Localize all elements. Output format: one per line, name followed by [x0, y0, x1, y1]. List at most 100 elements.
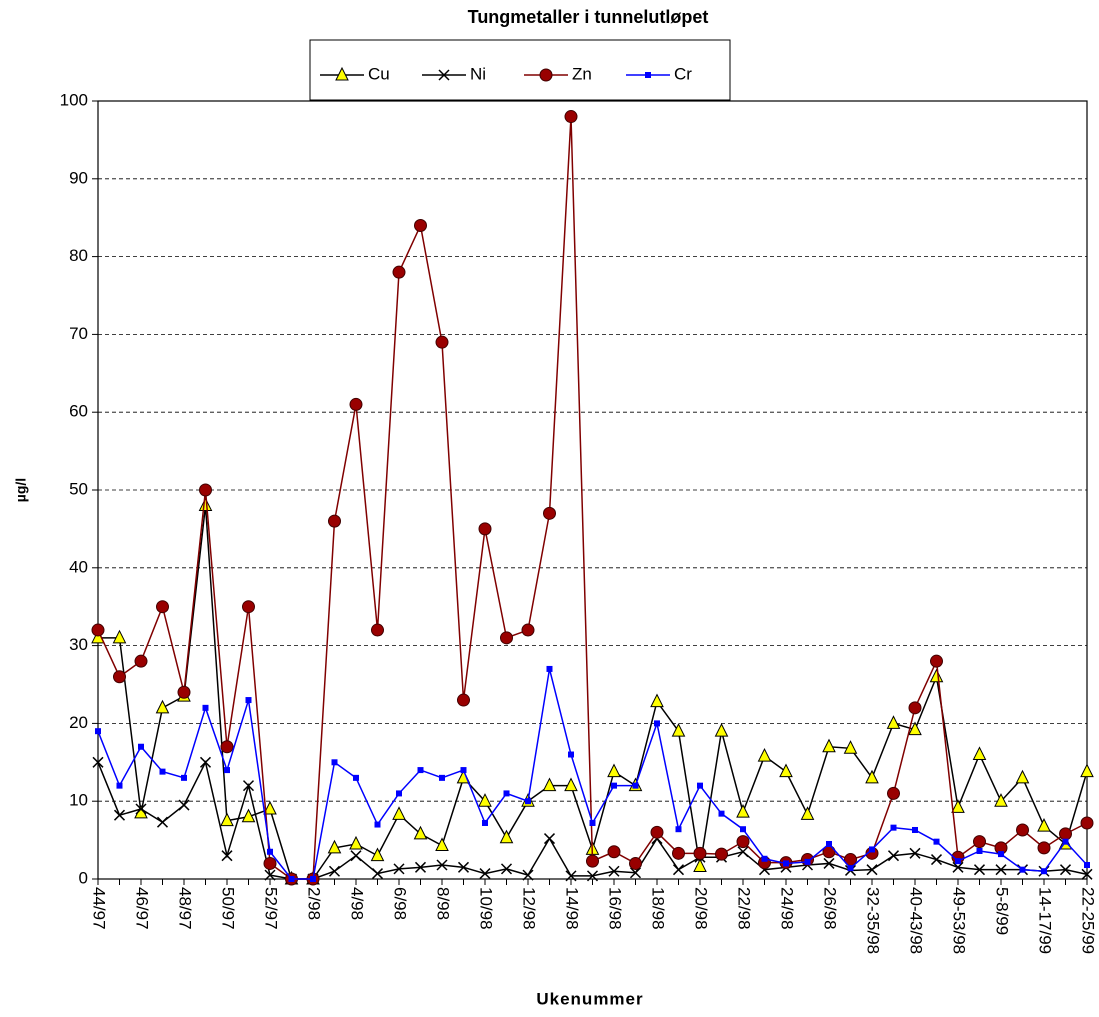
marker	[995, 864, 1007, 876]
y-tick-label: 60	[69, 402, 88, 421]
marker	[865, 769, 879, 784]
marker	[607, 845, 621, 859]
x-tick-label: 8/98	[434, 887, 453, 920]
marker	[435, 335, 449, 349]
marker	[335, 66, 349, 81]
x-tick-label: 20/98	[692, 887, 711, 930]
marker	[908, 721, 922, 736]
marker	[779, 763, 793, 778]
marker	[393, 863, 405, 875]
series	[92, 756, 1093, 885]
marker	[435, 837, 449, 852]
marker	[568, 751, 574, 758]
x-tick-label: 24/98	[778, 887, 797, 930]
marker	[417, 767, 424, 774]
x-tick-label: 48/97	[176, 887, 195, 930]
marker	[693, 846, 707, 860]
marker	[586, 870, 599, 882]
marker	[632, 782, 639, 789]
marker	[155, 699, 170, 714]
x-tick-label: 18/98	[649, 887, 668, 930]
marker	[224, 767, 230, 774]
x-tick-label: 52/97	[262, 887, 281, 930]
marker	[736, 835, 750, 849]
marker	[331, 759, 338, 766]
marker	[650, 693, 664, 708]
marker	[310, 876, 316, 882]
marker	[672, 864, 685, 876]
marker	[479, 868, 491, 880]
x-tick-label: 14/98	[563, 887, 582, 930]
marker	[586, 854, 599, 868]
marker	[1019, 866, 1026, 873]
marker	[783, 860, 789, 867]
marker	[392, 265, 406, 279]
marker	[220, 812, 234, 827]
marker	[890, 824, 897, 831]
marker	[869, 846, 875, 853]
marker	[500, 631, 513, 645]
marker	[113, 670, 126, 684]
chart-title: Tungmetaller i tunnelutløpet	[468, 7, 709, 27]
marker	[933, 838, 940, 845]
marker	[611, 782, 617, 789]
marker	[371, 623, 384, 637]
marker	[675, 826, 682, 833]
marker	[909, 847, 921, 859]
marker	[499, 829, 514, 844]
marker	[438, 69, 450, 81]
x-tick-label: 26/98	[821, 887, 840, 930]
marker	[589, 819, 596, 826]
x-tick-label: 12/98	[520, 887, 539, 930]
legend-label: Cr	[674, 64, 692, 83]
marker	[457, 861, 470, 873]
legend-label: Zn	[572, 64, 592, 83]
marker	[908, 701, 922, 715]
marker	[135, 803, 147, 815]
marker	[1037, 817, 1051, 832]
marker	[672, 846, 685, 860]
y-axis-label: µg/l	[13, 478, 29, 502]
marker	[500, 863, 513, 875]
x-tick-label: 40-43/98	[907, 887, 926, 954]
marker	[1081, 868, 1093, 880]
marker	[199, 756, 212, 768]
marker	[543, 833, 556, 845]
marker	[565, 870, 577, 882]
marker	[972, 746, 987, 761]
marker	[138, 743, 144, 750]
marker	[952, 861, 964, 873]
marker	[199, 483, 212, 497]
marker	[198, 497, 213, 512]
marker	[886, 715, 901, 729]
marker	[608, 865, 620, 877]
x-tick-label: 32-35/98	[864, 887, 883, 954]
marker	[951, 799, 965, 813]
marker	[693, 858, 707, 873]
marker	[761, 855, 768, 862]
marker	[522, 869, 534, 881]
x-tick-label: 22/98	[735, 887, 754, 930]
marker	[697, 782, 703, 789]
y-tick-label: 10	[69, 791, 88, 810]
marker	[503, 790, 510, 797]
marker	[202, 704, 209, 711]
marker	[718, 810, 725, 817]
marker	[436, 859, 448, 871]
marker	[955, 858, 961, 865]
marker	[826, 840, 832, 847]
marker	[413, 825, 428, 840]
marker	[714, 723, 729, 737]
marker	[267, 848, 273, 855]
marker	[1037, 841, 1051, 855]
marker	[392, 806, 406, 820]
marker	[349, 397, 363, 411]
marker	[645, 72, 651, 78]
marker	[654, 720, 660, 727]
marker	[439, 774, 445, 781]
y-tick-label: 40	[69, 557, 88, 576]
legend: Cu Ni Zn Cr	[309, 39, 731, 101]
y-tick-label: 100	[60, 90, 88, 109]
marker	[1080, 816, 1094, 830]
marker	[134, 654, 148, 668]
